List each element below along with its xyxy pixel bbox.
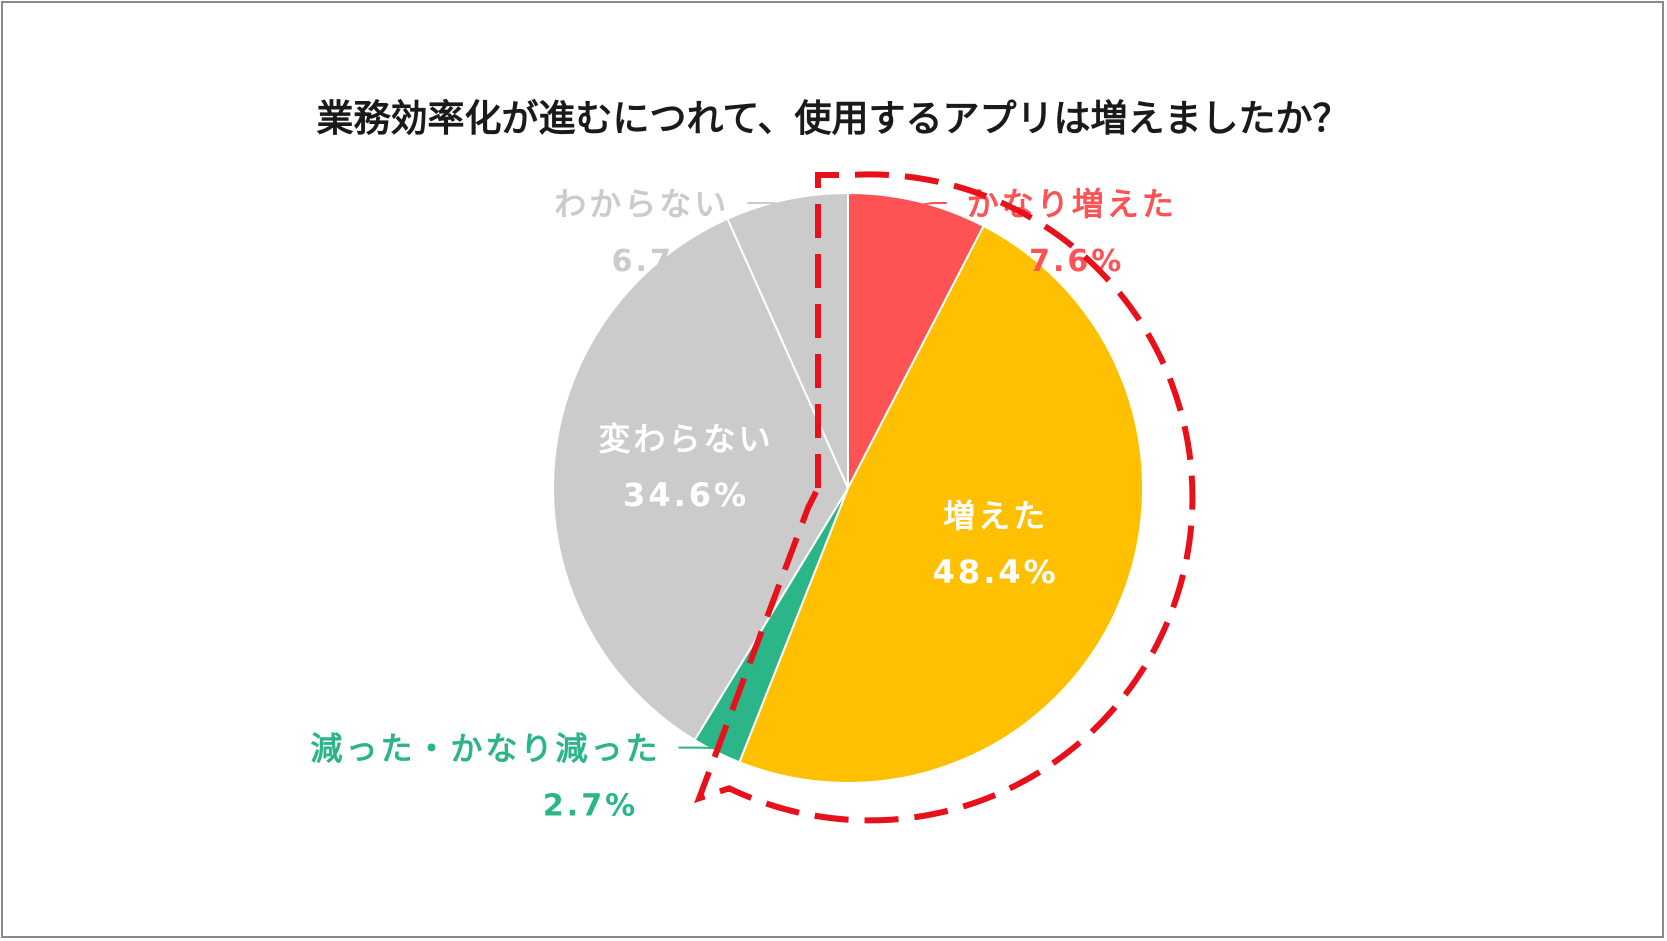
slice-label-0: かなり増えた xyxy=(967,185,1177,223)
leader-lines xyxy=(678,202,947,750)
slice-value-0: 7.6% xyxy=(1029,244,1124,279)
leader-line-4 xyxy=(747,202,788,205)
chart-title: 業務効率化が進むにつれて、使用するアプリは増えましたか？ xyxy=(316,97,1349,140)
highlight-dashed-outline xyxy=(694,171,1196,824)
slice-label-1: 増えた xyxy=(943,497,1048,535)
slice-value-3: 34.6% xyxy=(623,476,749,514)
slice-label-2: 減った・かなり減った xyxy=(311,730,661,768)
pie-slice-0 xyxy=(847,191,985,489)
pie-slice-1 xyxy=(738,224,1144,784)
slice-label-3: 変わらない xyxy=(599,420,774,458)
slice-value-4: 6.7% xyxy=(612,244,707,279)
slice-label-4: わからない xyxy=(554,185,729,223)
leader-line-2 xyxy=(678,746,719,750)
pie-slice-3 xyxy=(552,217,850,742)
leader-line-0 xyxy=(916,202,947,207)
slice-value-2: 2.7% xyxy=(543,789,638,824)
slice-value-1: 48.4% xyxy=(933,553,1059,591)
pie-slices xyxy=(552,191,1144,784)
